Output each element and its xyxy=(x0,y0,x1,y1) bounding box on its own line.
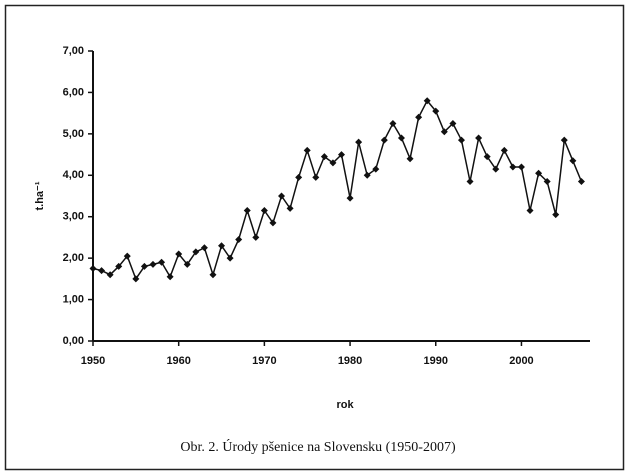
data-point xyxy=(380,136,388,144)
data-point xyxy=(475,134,483,142)
data-point xyxy=(140,262,148,270)
frame xyxy=(4,4,625,471)
data-point xyxy=(252,233,260,241)
x-tick-label: 1970 xyxy=(252,355,276,367)
data-point xyxy=(415,113,423,121)
y-tick-label: 7,00 xyxy=(63,45,84,57)
data-point xyxy=(449,120,457,127)
y-tick-label: 3,00 xyxy=(63,211,84,223)
x-axis-label: rok xyxy=(336,399,354,411)
data-point xyxy=(132,275,140,283)
data-point xyxy=(535,169,543,177)
data-point xyxy=(543,178,551,185)
data-point xyxy=(372,165,380,173)
data-point xyxy=(466,178,474,185)
data-point xyxy=(106,271,114,279)
x-tick-label: 2000 xyxy=(509,355,533,367)
data-point xyxy=(457,136,465,144)
y-tick-label: 6,00 xyxy=(63,86,84,98)
data-point xyxy=(286,204,294,212)
y-tick-label: 5,00 xyxy=(63,128,84,140)
data-point xyxy=(200,244,208,252)
data-point xyxy=(312,173,320,181)
data-point xyxy=(175,250,183,258)
data-point xyxy=(115,262,123,270)
data-point xyxy=(432,107,440,115)
data-point xyxy=(509,163,517,171)
data-point xyxy=(278,192,286,200)
x-tick-label: 1960 xyxy=(166,355,190,367)
data-point xyxy=(166,273,174,281)
x-tick-label: 1980 xyxy=(338,355,362,367)
data-point xyxy=(98,267,106,275)
data-point xyxy=(500,146,508,154)
data-point xyxy=(346,194,354,202)
data-point xyxy=(269,219,277,227)
data-point xyxy=(218,242,226,250)
data-point xyxy=(577,178,585,185)
data-point xyxy=(363,171,371,179)
data-point xyxy=(483,153,491,161)
data-point xyxy=(560,136,568,144)
data-point xyxy=(406,155,414,163)
x-tick-label: 1990 xyxy=(424,355,448,367)
y-tick-label: 2,00 xyxy=(63,252,84,264)
data-point xyxy=(226,254,234,262)
data-point xyxy=(423,97,431,105)
y-tick-label: 0,00 xyxy=(63,335,84,347)
data-point xyxy=(440,128,448,136)
data-point xyxy=(149,260,157,268)
series-line xyxy=(92,99,583,281)
data-point xyxy=(569,157,577,165)
data-point xyxy=(235,236,243,243)
y-tick-label: 4,00 xyxy=(63,169,84,181)
data-point xyxy=(329,159,337,167)
data-point xyxy=(526,207,534,214)
data-point xyxy=(183,260,191,268)
data-point xyxy=(397,134,405,142)
caption: Obr. 2. Úrody pšenice na Slovensku (1950… xyxy=(180,438,456,455)
data-point xyxy=(389,120,397,127)
y-tick-label: 1,00 xyxy=(63,293,84,305)
data-point xyxy=(123,252,131,260)
data-point xyxy=(517,163,525,171)
data-point xyxy=(243,207,251,214)
y-axis-label: t.ha⁻¹ xyxy=(34,181,46,210)
data-point xyxy=(192,248,200,256)
data-point xyxy=(492,165,500,173)
data-point xyxy=(552,211,560,219)
data-point xyxy=(295,173,303,181)
data-point xyxy=(355,138,363,146)
data-point xyxy=(260,207,268,214)
data-point xyxy=(338,151,345,159)
data-point xyxy=(303,146,311,154)
data-point xyxy=(320,153,328,161)
data-point xyxy=(209,271,217,279)
data-point xyxy=(158,258,166,266)
data-point xyxy=(89,265,97,272)
x-tick-label: 1950 xyxy=(81,355,105,367)
